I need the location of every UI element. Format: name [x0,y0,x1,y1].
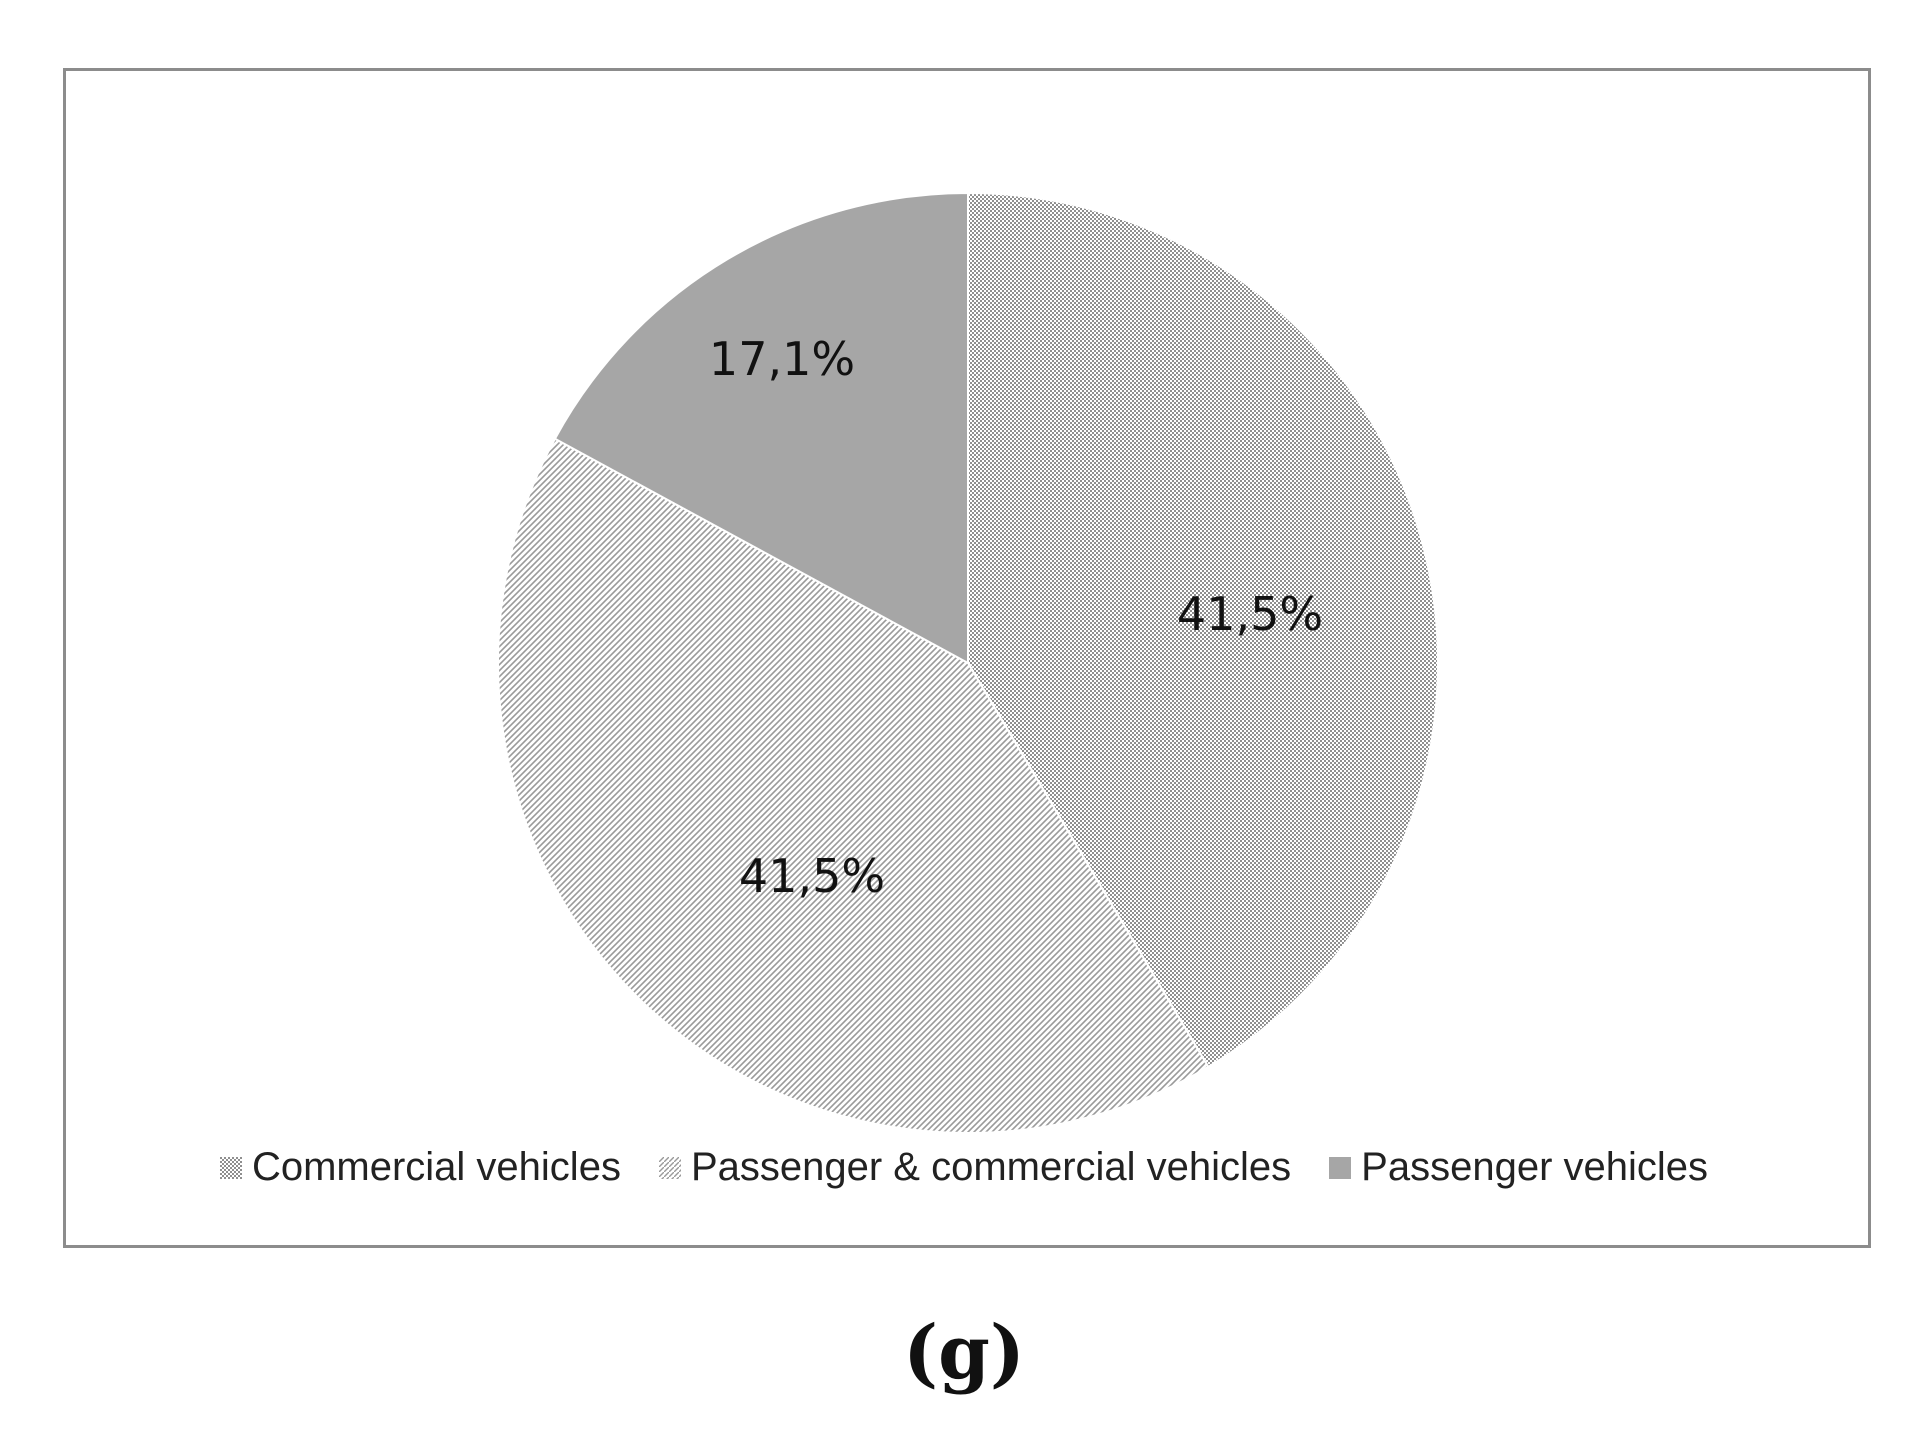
legend-swatch-passenger-commercial [658,1156,681,1179]
data-label-commercial: 41,5% [1177,587,1323,641]
data-label-passenger: 17,1% [709,332,855,386]
legend-label-passenger: Passenger vehicles [1361,1145,1709,1189]
legend-entry-passenger-commercial: Passenger & commercial vehicles [658,1145,1292,1190]
subfigure-label: (g) [903,1310,1025,1396]
pie-slice-passenger-commercial [496,437,1210,1134]
legend-label-commercial: Commercial vehicles [251,1145,621,1189]
legend-label-passenger-commercial: Passenger & commercial vehicles [690,1145,1292,1189]
data-label-passenger-commercial: 41,5% [739,849,885,903]
legend-swatch-passenger [1329,1156,1352,1179]
pie-slice-passenger [553,191,969,665]
legend-swatch-commercial [219,1156,242,1179]
pie-slice-commercial [967,191,1439,1069]
legend-entry-commercial: Commercial vehicles [219,1145,621,1190]
legend-entry-passenger: Passenger vehicles [1329,1145,1708,1190]
legend: Commercial vehicles Passenger & commerci… [0,1145,1928,1190]
